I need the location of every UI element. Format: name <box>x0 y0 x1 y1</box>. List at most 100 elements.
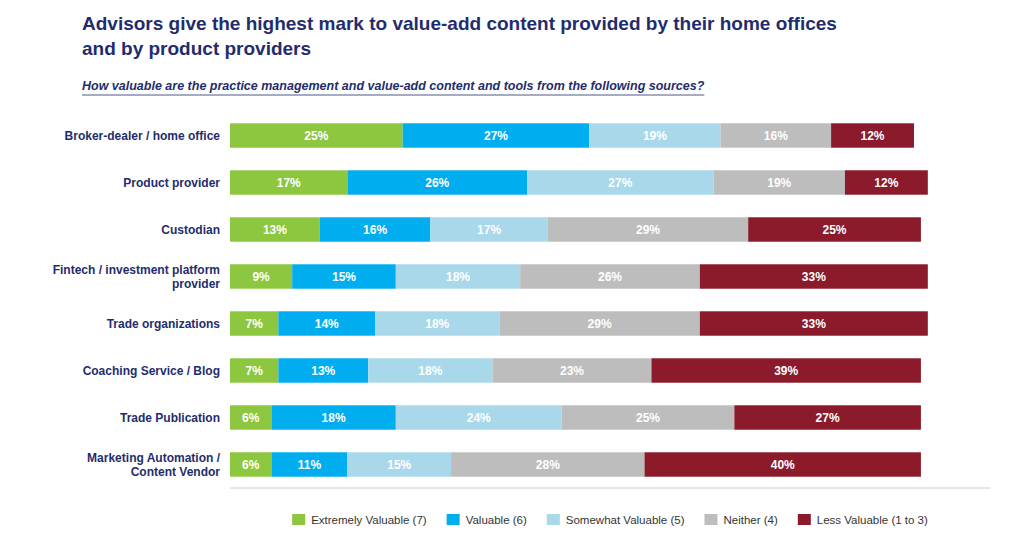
data-label: 28% <box>536 458 560 472</box>
data-label: 24% <box>467 411 491 425</box>
data-label: 7% <box>246 364 264 378</box>
data-label: 11% <box>298 458 322 472</box>
data-label: 25% <box>304 129 328 143</box>
bar-segment <box>320 217 431 241</box>
data-label: 40% <box>771 458 795 472</box>
category-label: Fintech / investment platformprovider <box>53 263 221 291</box>
bar-segment <box>527 170 714 194</box>
bar-segment <box>714 170 845 194</box>
chart: Advisors give the highest mark to value-… <box>0 0 1024 558</box>
bar-segment <box>734 405 921 429</box>
bar-segment <box>562 405 735 429</box>
data-label: 27% <box>484 129 508 143</box>
data-label: 33% <box>802 270 826 284</box>
bar-segment <box>589 123 720 147</box>
data-label: 19% <box>643 129 667 143</box>
data-label: 17% <box>477 223 501 237</box>
category-label: Marketing Automation /Content Vendor <box>87 451 221 479</box>
data-label: 16% <box>764 129 788 143</box>
category-label: Trade organizations <box>107 317 221 331</box>
title: Advisors give the highest mark to value-… <box>82 13 837 59</box>
data-label: 33% <box>802 317 826 331</box>
data-label: 27% <box>608 176 632 190</box>
legend-label: Less Valuable (1 to 3) <box>817 514 928 526</box>
bar-segment <box>451 452 644 476</box>
bar-segment <box>845 170 928 194</box>
bar-segment <box>499 311 699 335</box>
legend: Extremely Valuable (7) Valuable (6) Somewh… <box>292 514 928 526</box>
bar-segment <box>230 123 403 147</box>
bar-segment <box>230 170 347 194</box>
bars <box>230 123 928 476</box>
bar-segment <box>230 405 271 429</box>
bar-segment <box>347 170 527 194</box>
data-label: 18% <box>446 270 470 284</box>
bar-segment <box>230 358 278 382</box>
data-label: 26% <box>598 270 622 284</box>
data-label: 18% <box>425 317 449 331</box>
subtitle: How valuable are the practice management… <box>82 79 705 93</box>
category-label: Custodian <box>161 223 220 237</box>
data-label: 6% <box>242 458 260 472</box>
bar-segment <box>721 123 832 147</box>
data-label: 6% <box>242 411 260 425</box>
category-label: Trade Publication <box>120 411 220 425</box>
data-label: 14% <box>315 317 339 331</box>
data-label: 16% <box>363 223 387 237</box>
data-label: 29% <box>588 317 612 331</box>
legend-label: Neither (4) <box>723 514 777 526</box>
legend-swatch <box>547 514 560 525</box>
bar-segment <box>831 123 914 147</box>
legend-swatch <box>292 514 305 525</box>
subtitle-underline <box>82 95 704 96</box>
data-label: 18% <box>418 364 442 378</box>
data-label: 18% <box>322 411 346 425</box>
bar-segment <box>396 405 562 429</box>
legend-label: Valuable (6) <box>466 514 527 526</box>
bar-segment <box>396 264 520 288</box>
bar-segment <box>271 405 395 429</box>
data-label: 26% <box>425 176 449 190</box>
legend-swatch <box>704 514 717 525</box>
bar-segment <box>645 452 921 476</box>
bar-segment <box>278 358 368 382</box>
legend-swatch <box>447 514 460 525</box>
data-label: 12% <box>861 129 885 143</box>
data-label: 15% <box>332 270 356 284</box>
category-label: Broker-dealer / home office <box>65 129 221 143</box>
bar-segment <box>271 452 347 476</box>
data-label: 19% <box>767 176 791 190</box>
bar-segment <box>493 358 652 382</box>
bar-segment <box>375 311 499 335</box>
category-label: Product provider <box>123 176 220 190</box>
data-label: 13% <box>263 223 287 237</box>
bar-segment <box>403 123 590 147</box>
bar-segment <box>548 217 748 241</box>
legend-swatch <box>798 514 811 525</box>
bar-segment <box>230 311 278 335</box>
data-label: 9% <box>252 270 270 284</box>
bar-segment <box>700 264 928 288</box>
legend-label: Somewhat Valuable (5) <box>566 514 685 526</box>
legend-label: Extremely Valuable (7) <box>311 514 427 526</box>
data-label: 15% <box>387 458 411 472</box>
data-labels: 25%17%13%9%7%7%6%6%27%26%16%15%14%13%18%… <box>242 129 899 472</box>
data-label: 29% <box>636 223 660 237</box>
bar-segment <box>278 311 375 335</box>
bar-segment <box>347 452 451 476</box>
data-label: 25% <box>636 411 660 425</box>
bar-segment <box>230 264 292 288</box>
data-label: 25% <box>823 223 847 237</box>
data-label: 27% <box>816 411 840 425</box>
data-label: 23% <box>560 364 584 378</box>
bar-segment <box>700 311 928 335</box>
bar-segment <box>748 217 921 241</box>
bar-segment <box>230 452 271 476</box>
bar-segment <box>651 358 920 382</box>
bar-segment <box>292 264 396 288</box>
bar-segment <box>368 358 492 382</box>
bar-segment <box>230 217 320 241</box>
data-label: 13% <box>311 364 335 378</box>
x-axis-line <box>230 488 990 489</box>
data-label: 39% <box>774 364 798 378</box>
